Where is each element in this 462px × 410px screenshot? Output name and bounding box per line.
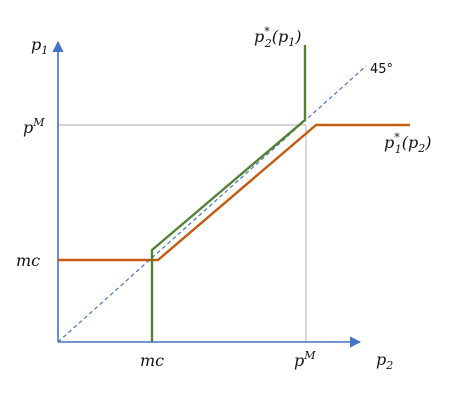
best-response-1-curve <box>58 123 410 262</box>
x-tick-mc: mc <box>140 351 164 370</box>
best-response-2-label: p* 2(p1) <box>254 25 301 50</box>
diagonal-label: 45° <box>370 62 393 77</box>
y-tick-mc: mc <box>16 251 40 270</box>
best-response-2-curve <box>150 45 307 342</box>
x-tick-pm: pM <box>294 349 316 370</box>
diagonal-45-line <box>57 65 367 343</box>
y-tick-pm: pM <box>23 116 45 137</box>
y-axis-label: p1 <box>31 35 48 57</box>
best-response-1-label: p* 1(p2) <box>384 131 431 156</box>
x-axis-label: p2 <box>376 350 393 372</box>
